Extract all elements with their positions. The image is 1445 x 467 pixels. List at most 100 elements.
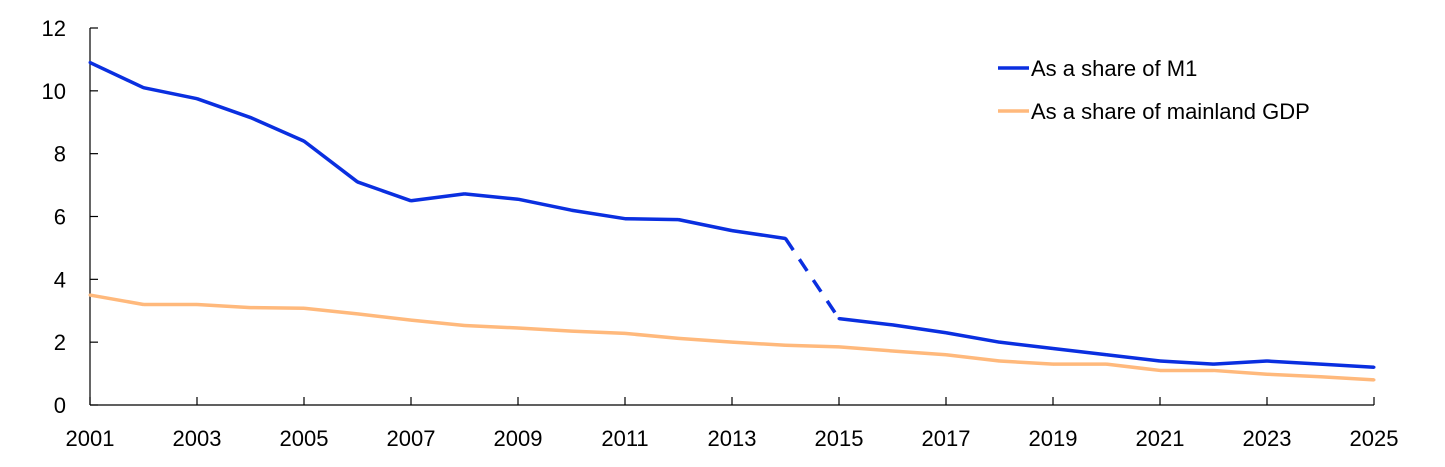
x-tick-label: 2025 [1350,426,1399,451]
series-0-segment [1159,359,1214,366]
series-0-point [623,217,627,221]
y-tick-label: 0 [54,393,66,418]
series-1-segment [196,302,251,310]
series-1-point [356,312,359,316]
series-0-segment [731,228,786,241]
series-1-segment [357,312,412,322]
series-1-segment [1106,362,1161,373]
series-0-point [1212,362,1215,366]
series-0-point [837,317,841,321]
y-tick-label: 6 [54,205,66,230]
series-0-segment [784,237,841,320]
y-axis-ticks: 0 2 4 6 8 10 12 [42,16,98,418]
series-1-point [463,324,466,328]
series-0-point [1158,359,1162,363]
series-0-segment [302,139,359,184]
series-1-segment [624,331,679,341]
x-tick-label: 2007 [387,426,436,451]
series-0-segment [624,216,679,222]
series-0-segment [999,340,1054,351]
series-1-segment [731,340,786,348]
legend: As a share of M1 As a share of mainland G… [998,56,1310,124]
x-tick-label: 2003 [173,426,222,451]
series-0-point [1051,346,1055,350]
series-1-point [623,331,627,335]
legend-label: As a share of M1 [1031,56,1197,81]
series-1-point [516,326,520,330]
series-0-point [356,180,359,184]
x-tick-label: 2021 [1136,426,1185,451]
x-tick-label: 2011 [601,426,648,451]
series-1-segment [517,326,572,333]
series-1-point [1158,368,1162,372]
series-lines [88,60,1376,382]
series-0-point [88,61,92,65]
series-0-point [409,199,413,203]
x-axis-ticks: 2001 2003 2005 2007 2009 2011 2013 2015 2017 2019… [66,397,1399,451]
series-0-point [1372,365,1376,369]
series-0-point [1105,353,1108,357]
axes [89,28,1374,406]
x-tick-label: 2015 [815,426,864,451]
series-1-point [1105,362,1108,366]
series-1-segment [678,336,733,344]
series-0-point [570,208,573,212]
series-1-point [142,302,145,306]
series-1-point [409,318,413,322]
series-0-point [516,197,520,201]
series-1-point [891,349,894,353]
series-1-point [88,293,92,297]
series-0-segment [196,97,252,120]
y-tick-label: 2 [54,330,66,355]
series-1-segment [785,343,840,349]
series-1-segment [1266,372,1321,379]
series-0-segment [143,85,198,101]
x-tick-label: 2023 [1243,426,1292,451]
series-0-point [784,236,787,240]
series-0-segment [892,323,947,335]
series-0-segment [1320,362,1375,370]
series-1-point [677,336,680,340]
x-tick-label: 2019 [1029,426,1078,451]
x-tick-label: 2013 [708,426,757,451]
series-0-point [677,218,680,222]
series-1-segment [250,305,305,310]
series-1-segment [892,349,947,357]
y-tick-label: 4 [54,267,66,292]
series-0-segment [945,331,1000,344]
series-0-segment [571,208,626,221]
series-1-point [302,306,306,310]
series-1-segment [410,318,465,328]
series-1-point [998,359,1001,363]
series-0-point [998,340,1001,344]
series-0-segment [1266,359,1321,366]
series-1-segment [999,359,1054,366]
series-1-point [570,329,573,333]
series-1-segment [571,329,626,336]
x-tick-label: 2005 [280,426,329,451]
series-0-segment [1213,359,1268,366]
series-0-segment [89,60,145,90]
series-1-point [195,302,199,306]
series-1-segment [838,345,893,353]
series-1-point [249,306,252,310]
y-tick-label: 8 [54,142,66,167]
series-1-point [1319,375,1322,379]
series-0-segment [678,217,733,233]
series-1-segment [945,352,1000,363]
series-1-segment [303,306,358,316]
series-1-point [944,353,948,357]
series-1-point [730,340,734,344]
series-1-point [1372,378,1376,382]
series-1-segment [89,293,144,307]
series-1-point [837,345,841,349]
series-0-segment [464,192,519,201]
series-1-segment [1213,368,1268,376]
series-0-point [195,97,199,101]
x-tick-label: 2017 [922,426,971,451]
series-1-point [1051,362,1055,366]
series-0-segment [249,115,305,143]
series-0-point [944,331,948,335]
series-1-segment [1320,374,1375,382]
series-1-point [1265,372,1269,376]
